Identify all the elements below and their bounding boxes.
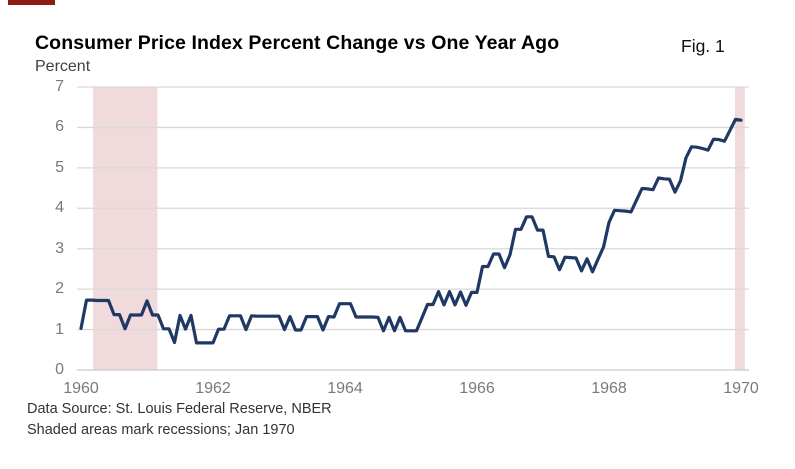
data-source-caption: Data Source: St. Louis Federal Reserve, … <box>27 401 332 417</box>
recession-band <box>93 87 158 370</box>
y-tick-label: 4 <box>55 199 64 217</box>
y-tick-label: 2 <box>55 280 64 298</box>
y-tick-label: 1 <box>55 320 64 338</box>
chart-title: Consumer Price Index Percent Change vs O… <box>35 32 560 54</box>
y-tick-label: 0 <box>55 361 64 378</box>
x-tick-label: 1962 <box>195 380 231 397</box>
figure-number-label: Fig. 1 <box>681 36 725 56</box>
x-tick-label: 1968 <box>591 380 627 397</box>
y-tick-label: 6 <box>55 118 64 136</box>
x-tick-label: 1966 <box>459 380 495 397</box>
slide-accent-bar <box>8 0 55 5</box>
y-tick-label: 7 <box>55 78 64 95</box>
x-tick-label: 1964 <box>327 380 363 397</box>
x-tick-label: 1960 <box>63 380 99 397</box>
y-tick-label: 5 <box>55 158 64 176</box>
recession-band <box>734 87 745 370</box>
x-tick-label: 1970 <box>723 380 759 397</box>
y-tick-label: 3 <box>55 239 64 257</box>
y-axis-unit-label: Percent <box>35 58 91 75</box>
recession-note-caption: Shaded areas mark recessions; Jan 1970 <box>27 422 295 438</box>
cpi-series-line <box>79 117 743 345</box>
